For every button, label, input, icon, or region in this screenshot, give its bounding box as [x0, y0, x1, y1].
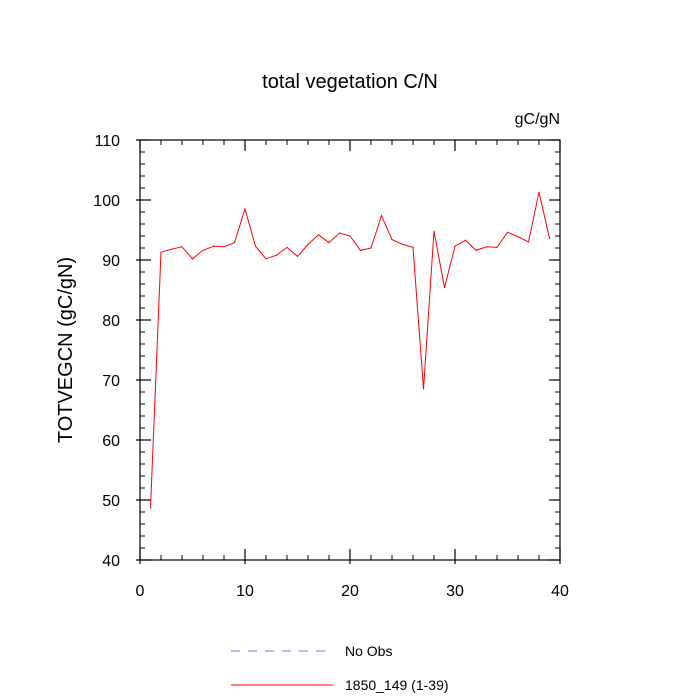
series-point: [517, 236, 519, 238]
series-point: [338, 232, 341, 234]
series-point: [475, 249, 477, 251]
series-point: [391, 239, 393, 241]
series-point: [464, 239, 467, 241]
series-point: [485, 246, 488, 248]
chart-title: total vegetation C/N: [262, 71, 438, 93]
series-point: [538, 191, 540, 193]
legend-label-0: No Obs: [345, 643, 392, 659]
legend: No Obs 1850_149 (1-39): [231, 643, 449, 693]
y-axis-label: TOTVEGCN (gC/gN): [55, 257, 77, 443]
series-point: [527, 241, 530, 243]
y-tick-label: 90: [102, 253, 120, 270]
series-point: [307, 243, 309, 245]
series-point: [275, 254, 278, 256]
x-tick-label: 30: [446, 583, 464, 600]
y-tick-label: 40: [102, 553, 120, 570]
legend-label-1: 1850_149 (1-39): [345, 677, 449, 693]
series-line-1: [150, 192, 550, 508]
y-tick-label: 50: [102, 493, 120, 510]
x-tick-label: 40: [551, 583, 569, 600]
y-tick-label: 60: [102, 433, 120, 450]
series-point: [412, 246, 414, 248]
series-point: [254, 245, 257, 247]
x-tick-label: 10: [236, 583, 254, 600]
series-point: [160, 251, 162, 253]
series-point: [265, 258, 267, 260]
y-tick-label: 100: [93, 193, 120, 210]
series-point: [370, 247, 372, 249]
tick-labels: 0 10 20 30 40 40 50 60 70 80 90 100 110: [93, 133, 569, 600]
series-point: [202, 249, 204, 251]
series-point: [454, 245, 456, 247]
series-point: [212, 245, 215, 247]
axis-ticks: [136, 139, 561, 564]
series-point: [149, 507, 152, 509]
series-point: [349, 235, 351, 237]
series-lines: [149, 191, 551, 509]
series-point: [191, 258, 194, 260]
series-point: [170, 248, 173, 250]
series-point: [422, 388, 425, 390]
series-point: [496, 246, 498, 248]
x-tick-label: 20: [341, 583, 359, 600]
y-tick-label: 80: [102, 313, 120, 330]
units-label: gC/gN: [515, 111, 560, 128]
series-point: [433, 230, 435, 232]
y-tick-label: 110: [94, 133, 120, 150]
series-point: [317, 234, 320, 236]
series-point: [443, 287, 446, 289]
x-tick-label: 0: [136, 583, 145, 600]
plot-frame: [139, 139, 561, 561]
series-point: [223, 246, 225, 248]
y-tick-label: 70: [102, 373, 120, 390]
series-point: [380, 215, 383, 217]
series-point: [548, 237, 551, 239]
series-point: [244, 208, 246, 210]
series-point: [506, 231, 509, 233]
series-point: [286, 246, 288, 248]
series-point: [401, 243, 404, 245]
series-point: [233, 242, 236, 244]
series-point: [296, 255, 299, 257]
series-point: [181, 246, 183, 248]
series-point: [359, 249, 362, 251]
series-point: [328, 242, 330, 244]
